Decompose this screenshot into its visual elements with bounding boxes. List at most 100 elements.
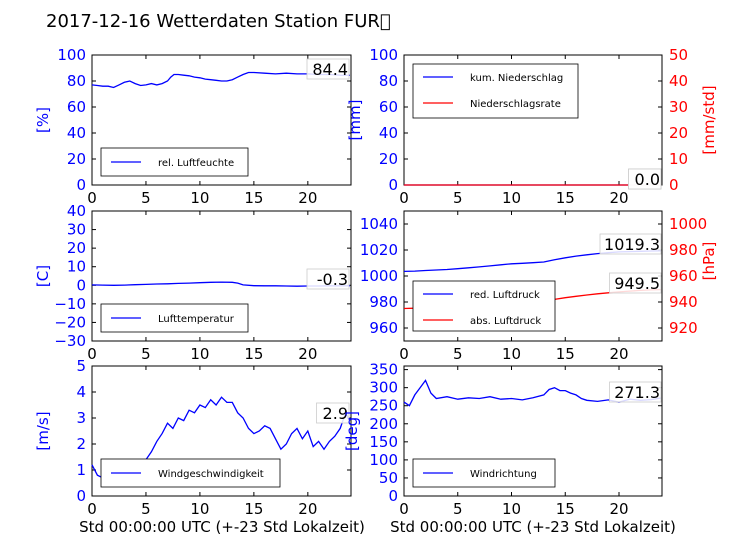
- y2-axis-label: [mm/std]: [700, 85, 718, 154]
- value-label: 949.5: [614, 274, 660, 293]
- value-label-box: [316, 402, 350, 424]
- y2-tick-label: 920: [669, 319, 698, 337]
- x-tick-label: 10: [190, 189, 209, 207]
- x-tick-label: 5: [141, 500, 151, 518]
- value-label-box: [609, 381, 662, 403]
- value-label: 84.4: [312, 60, 348, 79]
- value-label-box: [306, 268, 350, 290]
- y2-tick-label: 940: [669, 293, 698, 311]
- y-tick-label: 40: [67, 202, 86, 220]
- y-tick-label: 60: [67, 98, 86, 116]
- y-tick-label: 50: [379, 469, 398, 487]
- x-tick-label: 15: [244, 345, 263, 363]
- legend-label: red. Luftdruck: [470, 290, 540, 301]
- legend-label: abs. Luftdruck: [470, 316, 541, 327]
- series-line-0: [403, 379, 662, 407]
- y-axis-label: [deg]: [343, 411, 361, 451]
- legend: kum. Niederschlag Niederschlagsrate: [412, 63, 579, 119]
- x-tick-label: 20: [298, 500, 317, 518]
- y-tick-label: 0: [76, 487, 86, 505]
- x-tick-label: 10: [502, 345, 521, 363]
- panel-humidity: 0 5 10 15 20 0 20 40 60 80 100 [%] 84.4 rel. Luftfeuc…: [34, 46, 352, 207]
- value-label: 1019.3: [604, 235, 660, 254]
- y-tick-label: 2: [76, 435, 86, 453]
- y-tick-label: 3: [76, 409, 86, 427]
- y2-tick-label: 960: [669, 267, 698, 285]
- panel-wind-direction: 0 5 10 15 20050100150200250300350[deg]271.3W…: [343, 361, 663, 518]
- y-tick-label: 1020: [360, 241, 398, 259]
- value-label: 271.3: [614, 383, 660, 402]
- y-tick-label: 150: [369, 433, 398, 451]
- legend-box: [412, 458, 556, 488]
- figure-title: 2017-12-16 Wetterdaten Station FUR : [46, 11, 391, 32]
- x-tick-label: 20: [609, 345, 628, 363]
- y-axis-label: [mm]: [346, 100, 364, 141]
- legend: rel. Luftfeuchte: [100, 147, 249, 177]
- x-tick-label: 15: [244, 189, 263, 207]
- legend-label: Lufttemperatur: [158, 314, 235, 325]
- legend-box: [100, 458, 281, 488]
- y-tick-label: −10: [54, 295, 86, 313]
- legend: red. Luftdruck abs. Luftdruck: [412, 280, 556, 332]
- y-tick-label: 0: [76, 176, 86, 194]
- x-tick-label: 0: [87, 345, 97, 363]
- y-tick-label: 30: [67, 221, 86, 239]
- axes-frame: [91, 365, 352, 497]
- panel-pressure: 0 5 10 15 20 960 980 1000 1020 1040 920 940 960 980 10…: [360, 210, 718, 363]
- x-tick-label: 10: [502, 500, 521, 518]
- axes-frame: [403, 365, 663, 497]
- legend-label: kum. Niederschlag: [470, 73, 563, 84]
- x-tick-label: 20: [298, 345, 317, 363]
- legend: Windgeschwindigkeit: [100, 458, 281, 488]
- y-tick-label: 20: [67, 239, 86, 257]
- axes-frame: [91, 210, 352, 342]
- y2-tick-label: 50: [669, 46, 688, 64]
- y2-tick-label: 30: [669, 98, 688, 116]
- y-tick-label: 250: [369, 397, 398, 415]
- y-tick-label: 20: [67, 150, 86, 168]
- y-tick-label: 40: [379, 124, 398, 142]
- y-tick-label: 350: [369, 361, 398, 379]
- y-tick-label: 0: [76, 276, 86, 294]
- x-tick-label: 5: [453, 189, 463, 207]
- y-tick-label: 20: [379, 150, 398, 168]
- legend-box: [412, 63, 579, 119]
- y-tick-label: 100: [57, 46, 86, 64]
- y-tick-label: 4: [76, 383, 86, 401]
- x-tick-label: 15: [556, 500, 575, 518]
- value-label-box: [599, 233, 662, 255]
- y-tick-label: 80: [379, 72, 398, 90]
- y-tick-label: −30: [54, 332, 86, 350]
- x-tick-label: 0: [399, 500, 409, 518]
- y-tick-label: 60: [379, 98, 398, 116]
- x-tick-label: 20: [298, 189, 317, 207]
- y-axis-label: [%]: [34, 107, 52, 133]
- x-tick-label: 15: [244, 500, 263, 518]
- x-tick-label: 10: [190, 500, 209, 518]
- x-tick-label: 15: [556, 189, 575, 207]
- y-tick-label: 1040: [360, 215, 398, 233]
- legend-box: [412, 280, 556, 332]
- value-label-box: [306, 58, 350, 80]
- y2-axis-label: [hPa]: [700, 242, 718, 281]
- y-tick-label: 40: [67, 124, 86, 142]
- x-tick-label: 5: [453, 500, 463, 518]
- y-tick-label: 980: [369, 293, 398, 311]
- y-tick-label: 100: [369, 46, 398, 64]
- y-tick-label: 100: [369, 451, 398, 469]
- y-tick-label: 300: [369, 379, 398, 397]
- series-line-0: [91, 281, 350, 287]
- x-tick-label: 5: [453, 345, 463, 363]
- x-tick-label: 5: [141, 189, 151, 207]
- y-tick-label: 0: [388, 487, 398, 505]
- legend-label: Windgeschwindigkeit: [158, 469, 264, 480]
- x-tick-label: 20: [609, 500, 628, 518]
- value-label: 2.9: [323, 404, 348, 423]
- axes-frame: [91, 54, 352, 186]
- legend-label: Windrichtung: [470, 469, 537, 480]
- y-tick-label: 960: [369, 319, 398, 337]
- y2-tick-label: 980: [669, 241, 698, 259]
- y2-tick-label: 10: [669, 150, 688, 168]
- panel-wind-speed: 0 5 10 15 20 0 1 2 3 4 5 [m/s] 2.9 Windgeschwindigkei…: [34, 357, 352, 518]
- legend: Windrichtung: [412, 458, 556, 488]
